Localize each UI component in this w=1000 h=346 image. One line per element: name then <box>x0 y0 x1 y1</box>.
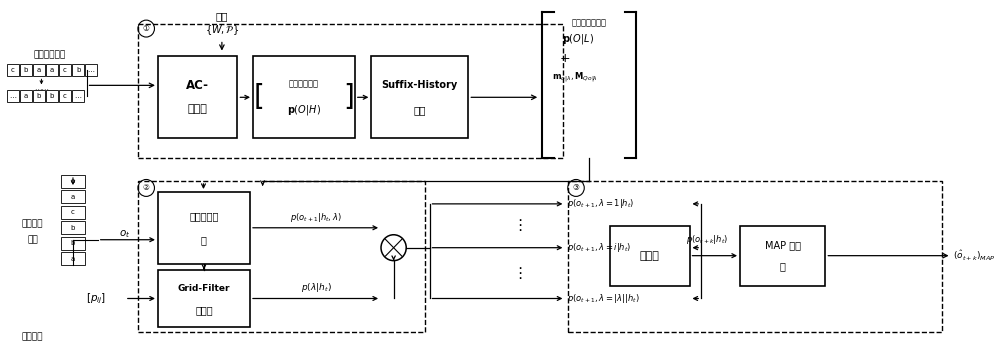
Text: 发射概率: 发射概率 <box>22 332 43 341</box>
FancyBboxPatch shape <box>61 237 85 250</box>
Text: 序列: 序列 <box>27 235 38 244</box>
Text: a: a <box>71 179 75 184</box>
FancyBboxPatch shape <box>158 192 250 264</box>
Text: 雷达测试: 雷达测试 <box>22 219 43 228</box>
Text: a: a <box>37 67 41 73</box>
Text: c: c <box>71 209 75 215</box>
Text: ……: …… <box>34 83 49 92</box>
FancyBboxPatch shape <box>72 90 84 102</box>
Text: $\mathbf{p}(O|H)$: $\mathbf{p}(O|H)$ <box>287 103 321 117</box>
Text: a: a <box>71 194 75 200</box>
FancyBboxPatch shape <box>20 90 32 102</box>
FancyBboxPatch shape <box>138 181 425 333</box>
FancyBboxPatch shape <box>7 64 19 76</box>
FancyBboxPatch shape <box>158 56 237 138</box>
Text: …: … <box>75 93 82 99</box>
Text: ②: ② <box>143 183 150 192</box>
Text: b: b <box>50 93 54 99</box>
Text: ]: ] <box>344 83 354 111</box>
FancyBboxPatch shape <box>85 64 97 76</box>
Text: $o_t$: $o_t$ <box>119 228 131 240</box>
Text: $p(o_{t+k}|h_t)$: $p(o_{t+k}|h_t)$ <box>686 233 728 246</box>
FancyBboxPatch shape <box>33 64 45 76</box>
Text: b: b <box>37 93 41 99</box>
FancyBboxPatch shape <box>253 56 355 138</box>
Text: $p(o_{t+1}|h_t, \lambda)$: $p(o_{t+1}|h_t, \lambda)$ <box>290 211 342 224</box>
FancyBboxPatch shape <box>20 64 32 76</box>
Text: 参数: 参数 <box>216 12 228 22</box>
Text: $[p_{ij}]$: $[p_{ij}]$ <box>86 291 106 306</box>
Text: 预测器: 预测器 <box>640 251 660 261</box>
FancyBboxPatch shape <box>59 64 71 76</box>
Text: AC-: AC- <box>186 79 209 92</box>
Text: $p(\lambda|h_t)$: $p(\lambda|h_t)$ <box>301 281 331 294</box>
Text: $p(o_{t+1}, \lambda=i|h_t)$: $p(o_{t+1}, \lambda=i|h_t)$ <box>567 241 632 254</box>
Text: $(\hat{o}_{t+k})_{MAP}$: $(\hat{o}_{t+k})_{MAP}$ <box>953 249 996 263</box>
Text: b: b <box>23 67 28 73</box>
FancyBboxPatch shape <box>610 226 690 285</box>
Text: $\mathbf{p}(O|L)$: $\mathbf{p}(O|L)$ <box>562 31 594 46</box>
FancyBboxPatch shape <box>158 270 250 327</box>
Text: 自动机: 自动机 <box>188 104 208 114</box>
Text: Suffix-History: Suffix-History <box>382 80 458 90</box>
Text: +: + <box>560 52 571 65</box>
Text: a: a <box>24 93 28 99</box>
FancyBboxPatch shape <box>46 90 58 102</box>
FancyBboxPatch shape <box>46 64 58 76</box>
FancyBboxPatch shape <box>61 175 85 188</box>
Text: b: b <box>76 67 80 73</box>
Text: [: [ <box>253 83 264 111</box>
Text: 预测状态表: 预测状态表 <box>189 211 219 221</box>
Text: c: c <box>63 67 67 73</box>
FancyBboxPatch shape <box>61 206 85 219</box>
FancyBboxPatch shape <box>59 90 71 102</box>
FancyBboxPatch shape <box>72 64 84 76</box>
Text: …: … <box>9 93 16 99</box>
Text: MAP 估计: MAP 估计 <box>765 240 801 250</box>
FancyBboxPatch shape <box>61 221 85 234</box>
FancyBboxPatch shape <box>61 252 85 265</box>
FancyBboxPatch shape <box>371 56 468 138</box>
Text: ⋮: ⋮ <box>512 266 527 281</box>
Text: 系统动态矩阵: 系统动态矩阵 <box>289 79 319 88</box>
FancyBboxPatch shape <box>568 181 942 333</box>
Text: 雷达训练序列: 雷达训练序列 <box>33 50 65 59</box>
Text: 估计器: 估计器 <box>195 306 213 316</box>
Text: $\{W, \mathcal{P}\}$: $\{W, \mathcal{P}\}$ <box>205 24 239 37</box>
Text: b: b <box>71 225 75 231</box>
Text: 系统动态子矩阵: 系统动态子矩阵 <box>571 18 606 27</box>
Text: a: a <box>50 67 54 73</box>
Text: c: c <box>11 67 15 73</box>
Text: 器: 器 <box>780 262 786 272</box>
FancyBboxPatch shape <box>7 90 19 102</box>
Text: …: … <box>88 67 95 73</box>
Text: $p(o_{t+1}, \lambda=|\lambda||h_t)$: $p(o_{t+1}, \lambda=|\lambda||h_t)$ <box>567 292 640 305</box>
Text: $\mathbf{m}_{o|\lambda},\mathbf{M}_{Qo|\lambda}$: $\mathbf{m}_{o|\lambda},\mathbf{M}_{Qo|\… <box>552 71 598 85</box>
Text: 征: 征 <box>201 235 207 245</box>
FancyBboxPatch shape <box>740 226 825 285</box>
FancyBboxPatch shape <box>138 24 563 158</box>
Text: b: b <box>71 240 75 246</box>
FancyBboxPatch shape <box>33 90 45 102</box>
Text: a: a <box>71 256 75 262</box>
Text: $p(o_{t+1}, \lambda=1|h_t)$: $p(o_{t+1}, \lambda=1|h_t)$ <box>567 197 635 210</box>
Text: 算法: 算法 <box>414 105 426 115</box>
Text: ⋮: ⋮ <box>512 218 527 233</box>
Text: ①: ① <box>143 24 150 33</box>
Text: ③: ③ <box>573 183 579 192</box>
Text: c: c <box>63 93 67 99</box>
FancyBboxPatch shape <box>61 190 85 203</box>
Text: Grid-Filter: Grid-Filter <box>178 284 230 293</box>
